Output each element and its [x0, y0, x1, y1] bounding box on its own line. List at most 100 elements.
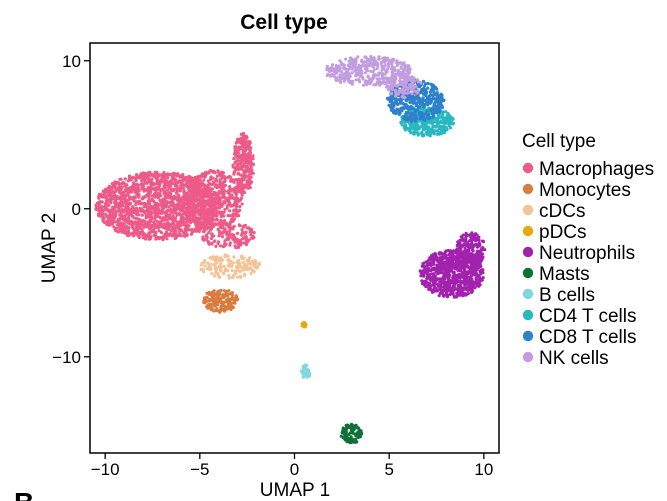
data-point — [431, 256, 435, 261]
data-point — [185, 219, 190, 223]
data-point — [458, 293, 462, 297]
data-point — [219, 298, 223, 302]
data-point — [440, 104, 444, 108]
data-point — [431, 87, 435, 92]
data-point — [464, 233, 468, 237]
data-point — [347, 438, 352, 443]
data-point — [459, 243, 463, 248]
data-point — [235, 231, 240, 235]
data-point — [163, 183, 167, 187]
data-point — [206, 210, 210, 215]
data-point — [419, 81, 423, 85]
data-point — [123, 197, 127, 201]
data-point — [115, 181, 119, 185]
data-point — [231, 261, 235, 265]
data-point — [245, 264, 249, 268]
data-point — [365, 66, 369, 70]
data-point — [358, 435, 362, 439]
data-point — [437, 263, 441, 267]
data-point — [470, 231, 474, 235]
data-point — [130, 223, 134, 227]
data-point — [132, 199, 136, 203]
data-point — [218, 289, 222, 293]
data-point — [402, 69, 406, 73]
data-point — [457, 276, 461, 280]
data-point — [184, 175, 188, 179]
data-point — [196, 198, 200, 202]
data-point — [211, 193, 215, 197]
data-point — [101, 189, 105, 193]
data-point — [140, 213, 144, 217]
data-point — [240, 268, 244, 272]
data-point — [253, 261, 258, 265]
data-point — [460, 275, 464, 279]
data-point — [471, 283, 475, 287]
data-point — [394, 111, 398, 116]
data-point — [231, 305, 235, 310]
data-point — [205, 267, 209, 271]
data-point — [432, 262, 436, 266]
data-point — [250, 236, 254, 240]
data-point — [432, 120, 436, 124]
data-point — [129, 190, 133, 194]
series-neutrophils — [418, 231, 487, 299]
data-point — [217, 192, 221, 196]
data-point — [389, 106, 393, 110]
data-point — [222, 243, 227, 247]
data-point — [230, 268, 234, 273]
data-point — [354, 440, 358, 444]
data-point — [433, 289, 437, 293]
data-point — [127, 221, 131, 225]
data-point — [249, 233, 253, 237]
data-point — [455, 259, 459, 263]
data-point — [206, 218, 210, 223]
data-point — [348, 431, 352, 435]
data-point — [181, 201, 185, 205]
data-point — [257, 263, 261, 267]
data-point — [235, 149, 239, 153]
data-point — [210, 223, 214, 227]
data-point — [231, 203, 235, 208]
data-point — [447, 257, 451, 261]
data-point — [140, 222, 144, 226]
data-point — [120, 230, 124, 234]
data-point — [199, 263, 203, 267]
data-point — [222, 200, 226, 204]
data-point — [159, 231, 164, 235]
data-point — [191, 202, 195, 206]
data-point — [140, 182, 144, 186]
data-point — [223, 227, 227, 231]
data-point — [299, 369, 304, 373]
data-point — [368, 77, 372, 81]
data-point — [424, 91, 428, 95]
data-point — [98, 214, 102, 218]
data-point — [203, 264, 207, 268]
data-point — [158, 182, 162, 186]
data-point — [432, 275, 436, 279]
data-point — [239, 164, 244, 168]
data-point — [420, 279, 424, 283]
data-point — [216, 300, 220, 304]
data-point — [108, 222, 113, 226]
data-point — [119, 226, 123, 230]
data-point — [178, 223, 182, 227]
data-point — [218, 244, 223, 248]
data-point — [218, 172, 222, 176]
data-point — [150, 178, 154, 182]
data-point — [160, 217, 164, 221]
data-point — [213, 259, 217, 263]
data-point — [344, 57, 348, 61]
data-point — [212, 197, 216, 201]
data-point — [474, 277, 478, 281]
data-point — [230, 233, 234, 237]
data-point — [213, 239, 217, 243]
data-point — [169, 182, 173, 186]
data-point — [132, 195, 136, 199]
data-point — [149, 189, 153, 193]
data-point — [124, 188, 128, 192]
data-point — [140, 185, 144, 189]
data-point — [217, 233, 221, 238]
data-point — [300, 322, 304, 326]
data-point — [203, 224, 208, 228]
data-point — [240, 145, 245, 149]
